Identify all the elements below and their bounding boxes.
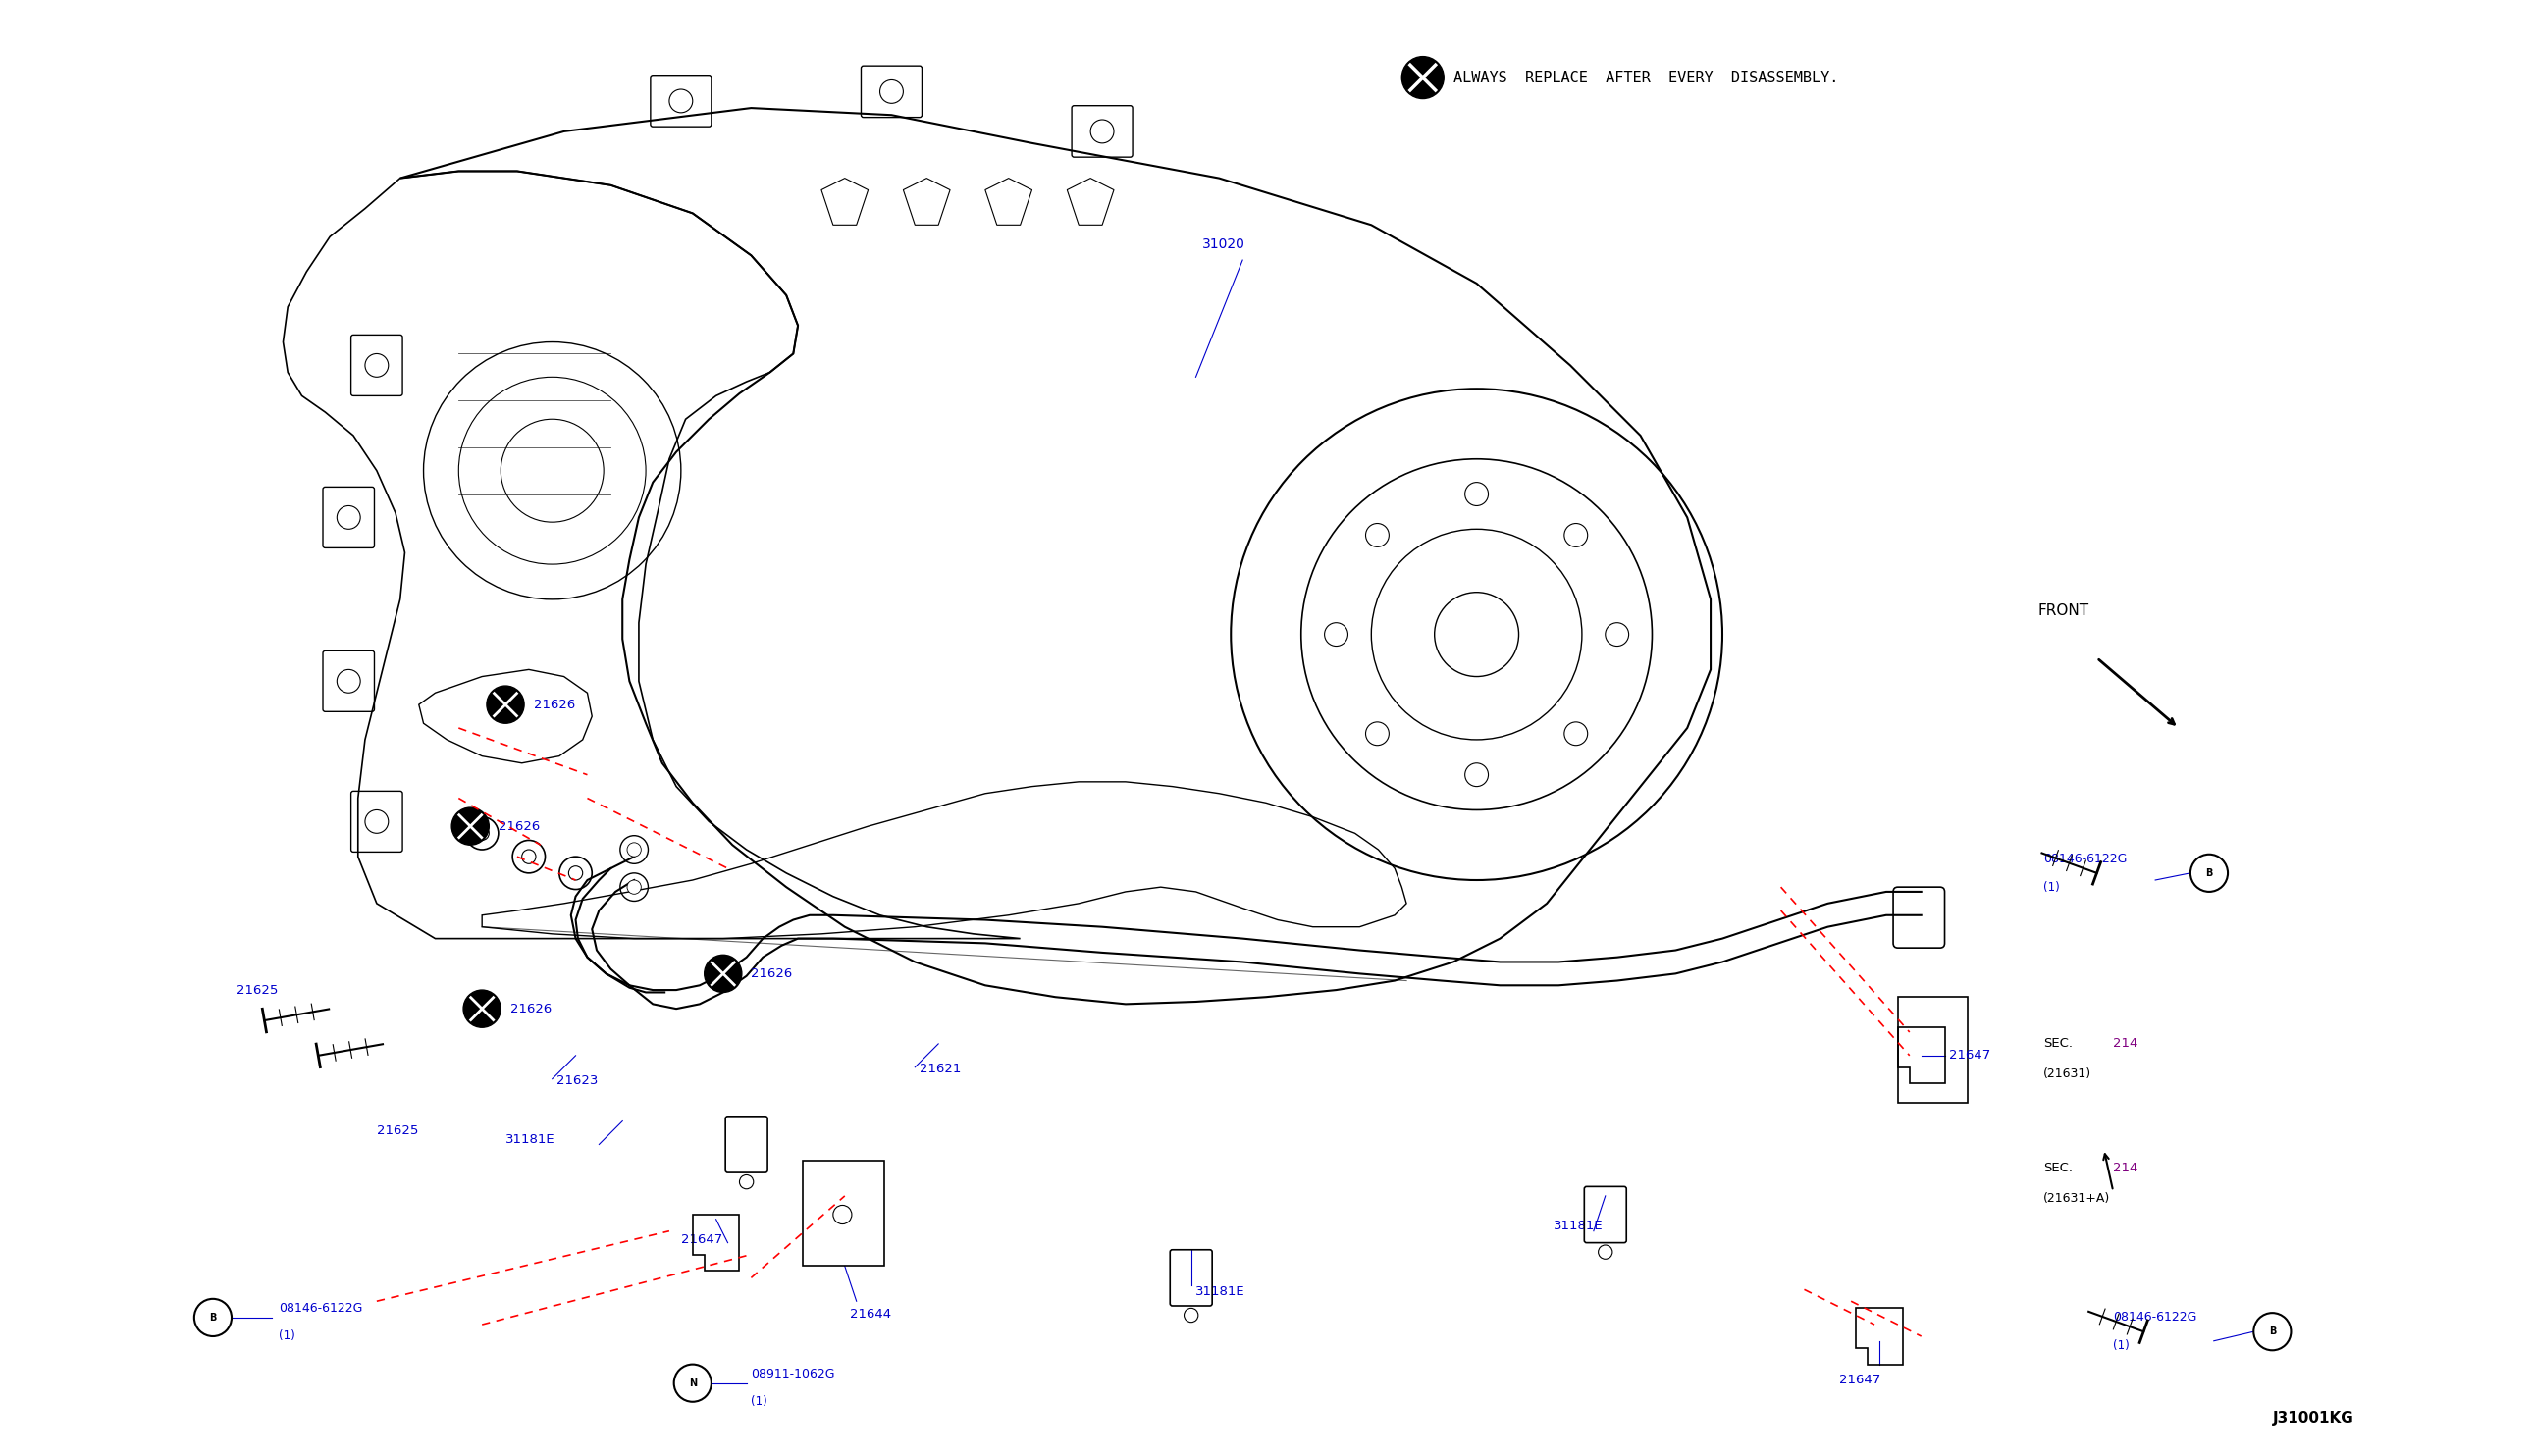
Text: B: B xyxy=(210,1313,218,1322)
Text: 31181E: 31181E xyxy=(1195,1284,1246,1297)
Text: (1): (1) xyxy=(2114,1340,2129,1353)
Text: 21625: 21625 xyxy=(235,984,279,996)
Text: 31020: 31020 xyxy=(1203,237,1246,250)
Text: 21626: 21626 xyxy=(499,820,539,833)
Text: 21644: 21644 xyxy=(848,1309,891,1321)
Circle shape xyxy=(486,686,524,724)
Circle shape xyxy=(1403,57,1443,99)
Text: 08146-6122G: 08146-6122G xyxy=(2043,853,2127,865)
Text: (21631+A): (21631+A) xyxy=(2043,1192,2109,1204)
Text: J31001KG: J31001KG xyxy=(2274,1411,2355,1425)
Text: 21621: 21621 xyxy=(919,1063,962,1076)
Circle shape xyxy=(451,808,489,844)
Circle shape xyxy=(570,866,582,879)
Text: 08146-6122G: 08146-6122G xyxy=(2114,1312,2198,1324)
Text: (1): (1) xyxy=(279,1329,294,1342)
Text: B: B xyxy=(2205,868,2213,878)
Text: 21626: 21626 xyxy=(752,967,793,980)
Text: ALWAYS  REPLACE  AFTER  EVERY  DISASSEMBLY.: ALWAYS REPLACE AFTER EVERY DISASSEMBLY. xyxy=(1453,70,1838,84)
Text: (21631): (21631) xyxy=(2043,1067,2091,1080)
Text: (1): (1) xyxy=(752,1395,767,1408)
Text: 21623: 21623 xyxy=(557,1075,598,1088)
Text: 21647: 21647 xyxy=(681,1233,722,1246)
Text: 214: 214 xyxy=(2114,1162,2137,1174)
Text: N: N xyxy=(689,1379,696,1388)
Circle shape xyxy=(463,990,501,1028)
Circle shape xyxy=(628,843,641,856)
Bar xyxy=(803,1160,884,1267)
Text: 21626: 21626 xyxy=(534,699,575,711)
Text: FRONT: FRONT xyxy=(2038,604,2089,619)
Text: 21647: 21647 xyxy=(1838,1373,1881,1386)
Circle shape xyxy=(628,879,641,894)
Text: 214: 214 xyxy=(2114,1038,2137,1050)
Text: (1): (1) xyxy=(2043,881,2059,894)
Text: SEC.: SEC. xyxy=(2043,1162,2071,1174)
Text: 21647: 21647 xyxy=(1950,1050,1990,1061)
Circle shape xyxy=(522,850,537,863)
Text: 08146-6122G: 08146-6122G xyxy=(279,1302,362,1315)
Text: 21625: 21625 xyxy=(377,1124,418,1137)
Text: 31181E: 31181E xyxy=(1555,1220,1603,1233)
Text: 21626: 21626 xyxy=(509,1002,552,1015)
Text: SEC.: SEC. xyxy=(2043,1038,2071,1050)
Circle shape xyxy=(476,826,489,840)
Text: B: B xyxy=(2269,1326,2276,1337)
Text: 08911-1062G: 08911-1062G xyxy=(752,1367,836,1380)
Circle shape xyxy=(704,955,742,993)
Text: 31181E: 31181E xyxy=(506,1133,555,1146)
